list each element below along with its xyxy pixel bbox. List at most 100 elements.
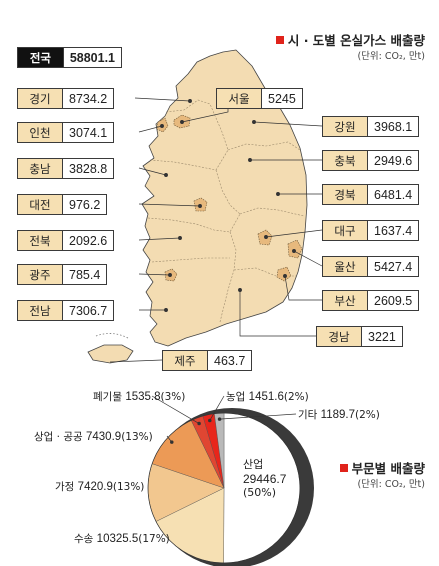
pie-leader-agriculture <box>209 395 225 421</box>
percent-label: (13%) <box>121 431 153 443</box>
region-name: 대구 <box>323 221 368 240</box>
pie-label-household: 가정 7420.9(13%) <box>55 479 144 494</box>
region-value: 3074.1 <box>69 126 108 140</box>
pie-leader-waste <box>151 395 200 424</box>
total-badge: 전국 58801.1 <box>17 47 122 68</box>
percent-label: (50%) <box>243 486 277 499</box>
map-title-text: 시 · 도별 온실가스 배출량 <box>287 33 425 48</box>
region-name: 부산 <box>323 291 368 310</box>
pie-leader-dot-other <box>217 417 222 421</box>
region-badge-gwangju: 광주 785.4 <box>17 264 108 285</box>
region-badge-busan: 부산 2609.5 <box>322 290 420 311</box>
jeju-dotted-arc <box>95 333 129 339</box>
pie-label-agriculture: 농업 1451.6(2%) <box>226 389 309 404</box>
region-name: 전북 <box>18 231 63 250</box>
region-value: 3968.1 <box>374 120 413 134</box>
percent-label: (3%) <box>160 391 186 403</box>
region-value: 7306.7 <box>69 304 108 318</box>
region-badge-gyeongbuk: 경북 6481.4 <box>322 184 420 205</box>
region-name: 경남 <box>317 327 362 346</box>
region-name: 인천 <box>18 123 63 142</box>
category-label: 상업 · 공공 <box>34 431 83 443</box>
percent-label: (2%) <box>283 391 309 403</box>
value-label: 7430.9 <box>86 431 122 443</box>
region-value: 463.7 <box>214 354 246 368</box>
pie-leader-dot-agriculture <box>208 418 212 423</box>
sector-title: 부문별 배출량 <box>339 458 425 477</box>
region-badge-jeonnam: 전남 7306.7 <box>17 300 115 321</box>
region-value: 2949.6 <box>374 154 413 168</box>
sector-unit: (단위: CO₂, 만t) <box>357 479 425 490</box>
region-badge-chungbuk: 충북 2949.6 <box>322 150 420 171</box>
percent-label: (13%) <box>112 481 145 493</box>
region-name: 광주 <box>18 265 63 284</box>
region-name: 제주 <box>163 351 208 370</box>
total-name: 전국 <box>18 48 64 67</box>
category-label: 농업 <box>226 391 246 403</box>
value-label: 29446.7 <box>243 472 287 486</box>
region-badge-gangwon: 강원 3968.1 <box>322 116 420 137</box>
value-label: 10325.5 <box>96 533 139 545</box>
percent-label: (2%) <box>355 409 380 421</box>
region-name: 경기 <box>18 89 63 108</box>
region-badge-incheon: 인천 3074.1 <box>17 122 115 143</box>
pie-chart <box>147 395 314 566</box>
region-value: 8734.2 <box>69 92 108 106</box>
region-name: 충남 <box>18 159 63 178</box>
region-value: 1637.4 <box>374 224 413 238</box>
region-name: 울산 <box>323 257 368 276</box>
pie-label-industry: 산업 29446.7 (50%) <box>243 458 286 500</box>
title-marker <box>275 36 284 44</box>
region-value: 5427.4 <box>374 260 413 274</box>
category-label: 산업 <box>243 458 264 471</box>
region-value: 6481.4 <box>374 188 413 202</box>
region-name: 충북 <box>323 151 368 170</box>
region-value: 3221 <box>368 330 396 344</box>
region-name: 전남 <box>18 301 63 320</box>
pie-outline <box>147 412 301 564</box>
category-label: 수송 <box>74 533 94 545</box>
region-badge-daegu: 대구 1637.4 <box>322 220 420 241</box>
region-name: 경북 <box>323 185 368 204</box>
busan-shape <box>276 266 292 282</box>
region-name: 서울 <box>217 89 262 108</box>
pie-label-transport: 수송 10325.5(17%) <box>74 531 170 546</box>
value-label: 1535.8 <box>125 391 161 403</box>
value-label: 1451.6 <box>248 391 284 403</box>
map-unit: (단위: CO₂, 만t) <box>357 51 425 62</box>
jeju-island <box>87 344 134 364</box>
region-value: 785.4 <box>69 268 101 282</box>
region-badge-ulsan: 울산 5427.4 <box>322 256 420 277</box>
title-marker <box>339 464 348 472</box>
value-label: 7420.9 <box>77 481 113 493</box>
pie-leader-other <box>219 413 297 420</box>
region-badge-seoul: 서울 5245 <box>216 88 303 109</box>
region-name: 대전 <box>18 195 63 214</box>
percent-label: (17%) <box>138 533 170 545</box>
region-value: 2092.6 <box>69 234 108 248</box>
map-title: 시 · 도별 온실가스 배출량 <box>275 30 425 49</box>
category-label: 폐기물 <box>93 391 122 403</box>
region-value: 976.2 <box>69 198 101 212</box>
region-value: 3828.8 <box>69 162 108 176</box>
sector-title-text: 부문별 배출량 <box>351 461 425 476</box>
region-badge-jeonbuk: 전북 2092.6 <box>17 230 115 251</box>
region-value: 2609.5 <box>374 294 413 308</box>
region-badge-jeju: 제주 463.7 <box>162 350 253 371</box>
leader-lines <box>109 97 323 363</box>
category-label: 가정 <box>55 481 75 493</box>
region-badge-gyeonggi: 경기 8734.2 <box>17 88 115 109</box>
region-name: 강원 <box>323 117 368 136</box>
total-value: 58801.1 <box>69 51 115 65</box>
pie-label-waste: 폐기물 1535.8(3%) <box>93 389 185 404</box>
korea-map <box>87 49 308 364</box>
value-label: 1189.7 <box>320 409 355 421</box>
pie-leader-dot-waste <box>197 421 201 426</box>
pie-leader-dot-commercial <box>170 440 174 444</box>
region-badge-daejeon: 대전 976.2 <box>17 194 108 215</box>
pie-label-other: 기타 1189.7(2%) <box>298 407 380 422</box>
pie-label-commercial: 상업 · 공공 7430.9(13%) <box>34 429 153 444</box>
region-value: 5245 <box>268 92 296 106</box>
region-badge-gyeongnam: 경남 3221 <box>316 326 403 347</box>
